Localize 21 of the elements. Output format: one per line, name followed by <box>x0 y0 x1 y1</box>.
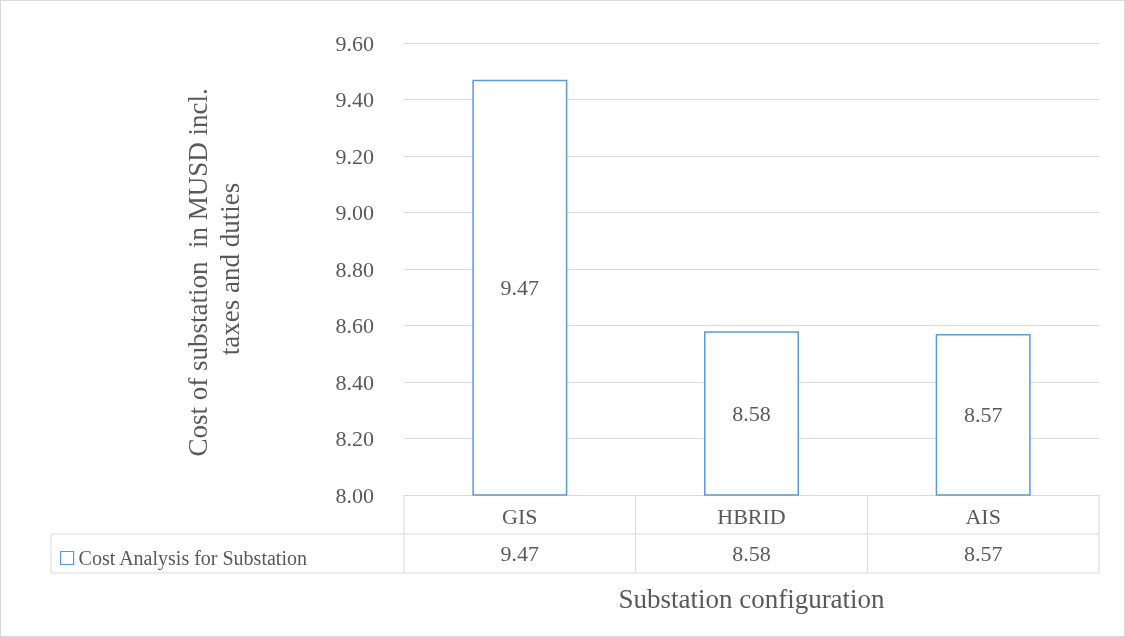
y-tick-label: 9.00 <box>335 200 374 225</box>
x-tick-label: AIS <box>965 503 1001 529</box>
text: 8.57 <box>963 402 1003 428</box>
y-tick-label: 8.00 <box>335 482 374 508</box>
y-tick-label: 9.40 <box>335 87 374 112</box>
y-tick-label: 9.60 <box>335 30 374 56</box>
y-tick-label: 9.20 <box>335 143 374 169</box>
y-tick-label: 8.40 <box>335 369 374 395</box>
data-label: 8.57 <box>963 541 1003 566</box>
x-tick-label: HBRID <box>717 503 786 529</box>
y-tick-label: 8.20 <box>335 426 374 451</box>
data-label: 9.47 <box>500 541 540 566</box>
y-tick-label: 8.60 <box>335 313 374 338</box>
text: 8.58 <box>732 400 771 426</box>
y-axis-title: Cost of substation in MUSD incl. taxes and duties <box>183 81 245 457</box>
x-axis-title: Substation configuration <box>618 584 886 614</box>
legend-label: Cost Analysis for Substation <box>78 547 307 570</box>
text: 9.47 <box>500 275 540 301</box>
data-label: 8.58 <box>732 541 771 566</box>
x-tick-label: GIS <box>502 503 538 529</box>
y-tick-label: 8.80 <box>335 256 374 282</box>
